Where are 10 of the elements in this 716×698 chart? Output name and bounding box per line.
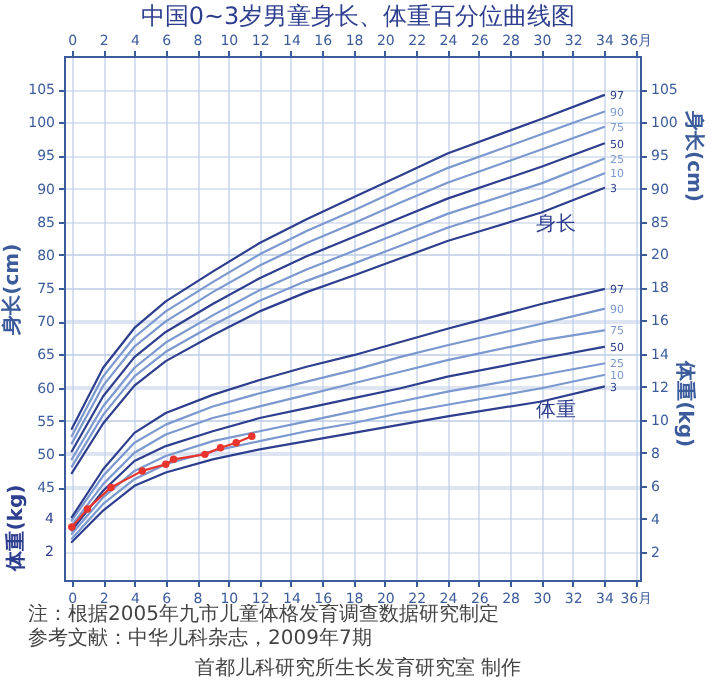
text: 注：根据2005年九市儿童体格发育调查数据研究制定 xyxy=(26,604,501,627)
y2-axis-title: 体重(kg) xyxy=(672,359,697,448)
chart-title: 中国0~3岁男童身长、体重百分位曲线图 xyxy=(138,0,578,32)
text: 参考文献：中华儿科杂志，2009年7期 xyxy=(26,628,374,652)
y3-axis-title: 身长(cm) xyxy=(681,108,706,202)
y-axis-title: 身长(cm) xyxy=(0,243,25,337)
text: 体重(kg) xyxy=(4,484,28,573)
annotation: 体重 xyxy=(536,397,577,422)
text: 首都儿科研究所生长发育研究室 制作 xyxy=(192,658,524,682)
annotation: 身长 xyxy=(536,211,577,236)
